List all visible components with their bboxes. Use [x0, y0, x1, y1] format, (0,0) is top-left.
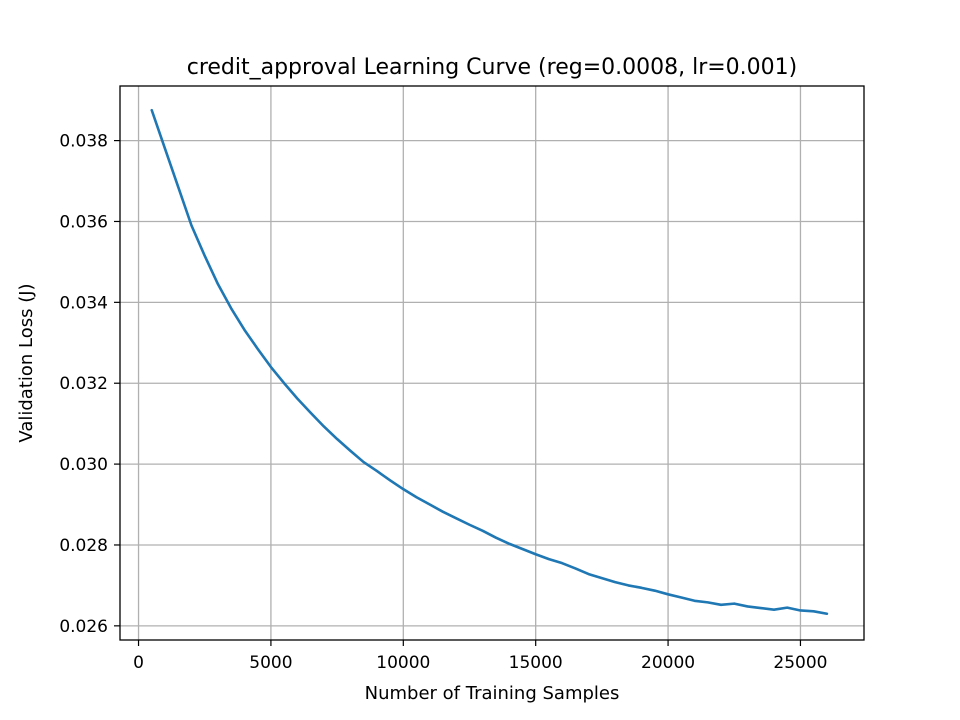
series-line	[150, 108, 829, 616]
y-axis-label: Validation Loss (J)	[16, 283, 37, 442]
x-axis-label: Number of Training Samples	[365, 683, 620, 704]
x-tick-label: 20000	[641, 653, 695, 673]
grid-lines	[120, 86, 864, 640]
y-tick-label: 0.036	[59, 212, 108, 232]
x-tick-label: 5000	[249, 653, 292, 673]
plot-frame	[119, 85, 865, 641]
y-tick-label: 0.026	[59, 617, 108, 637]
x-tick-label: 15000	[509, 653, 563, 673]
y-tick-label: 0.030	[59, 455, 108, 475]
x-tick-label: 10000	[376, 653, 430, 673]
y-tick-label: 0.028	[59, 536, 108, 556]
x-tick-label: 0	[133, 653, 144, 673]
x-tick-label: 25000	[773, 653, 827, 673]
tick-layer: 0 5000 10000 15000 20000 25000 0.026 0.028 0.030…	[59, 132, 827, 673]
chart-title: credit_approval Learning Curve (reg=0.00…	[187, 55, 798, 80]
series-layer	[150, 108, 829, 616]
y-tick-label: 0.032	[59, 374, 108, 394]
y-tick-label: 0.038	[59, 132, 108, 152]
y-tick-label: 0.034	[59, 293, 108, 313]
